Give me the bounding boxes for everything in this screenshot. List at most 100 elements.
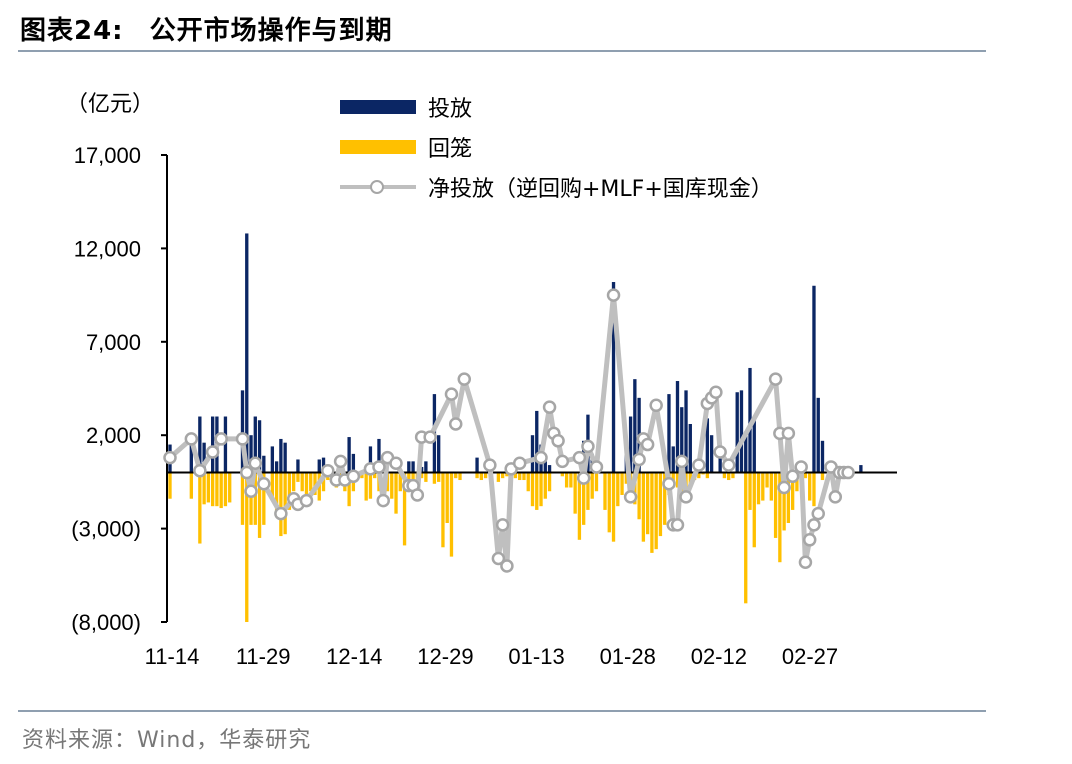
x-tick-label: 12-29: [417, 644, 473, 669]
bar-withdrawal: [769, 472, 773, 501]
bar-withdrawal: [773, 472, 778, 538]
bar-injection: [223, 416, 228, 473]
x-tick-label: 12-14: [326, 644, 382, 669]
bar-withdrawal: [368, 472, 373, 499]
bar-injection: [530, 435, 535, 473]
bar-injection: [210, 416, 215, 473]
bar-injection: [675, 381, 680, 473]
bar-withdrawal: [300, 472, 304, 492]
figure-title: 图表24: 公开市场操作与到期: [20, 10, 393, 47]
net-point: [555, 454, 570, 469]
bar-withdrawal: [441, 472, 445, 548]
bar-injection: [735, 392, 739, 473]
bar-injection: [812, 285, 816, 473]
bar-injection: [628, 416, 633, 473]
bar-injection: [257, 420, 262, 473]
bar-withdrawal: [228, 472, 232, 503]
bar-withdrawal: [530, 472, 535, 507]
x-tick-label: 11-14: [145, 644, 200, 669]
bar-withdrawal: [274, 472, 279, 514]
bar-injection: [245, 233, 249, 473]
y-axis-unit: （亿元）: [66, 92, 155, 117]
bar-withdrawal: [569, 472, 573, 488]
net-point: [623, 490, 638, 504]
bar-withdrawal: [402, 472, 407, 546]
legend-item-net: 净投放（逆回购+MLF+国库现金）: [340, 172, 773, 202]
bar-withdrawal: [279, 472, 283, 537]
bar-withdrawal: [820, 472, 825, 481]
bar-injection: [202, 442, 206, 473]
bar-injection: [705, 418, 710, 473]
bar-injection: [744, 431, 748, 473]
bar-withdrawal: [765, 472, 769, 488]
bar-injection: [347, 437, 351, 473]
bar-injection: [437, 435, 441, 473]
net-point: [444, 387, 459, 401]
bar-withdrawal: [778, 472, 782, 563]
bar-injection: [684, 390, 688, 473]
bar-withdrawal: [253, 472, 257, 525]
bar-withdrawal: [292, 472, 296, 492]
bar-withdrawal: [283, 472, 287, 535]
bar-injection: [262, 455, 266, 473]
net-point: [495, 518, 510, 532]
bar-withdrawal: [249, 472, 253, 525]
bar-withdrawal: [756, 472, 761, 505]
y-tick-label: (3,000): [71, 517, 141, 542]
legend-item-injection: 投放: [340, 92, 472, 122]
x-tick-label: 01-13: [508, 644, 564, 669]
bar-withdrawal: [795, 472, 799, 492]
bar-injection: [633, 379, 637, 473]
bar-injection: [407, 461, 411, 473]
bar-withdrawal: [786, 472, 791, 523]
bar-injection: [317, 459, 321, 473]
bar-withdrawal: [705, 472, 710, 479]
bar-withdrawal: [650, 472, 654, 553]
bar-injection: [296, 459, 300, 473]
bar-withdrawal: [641, 472, 646, 542]
bar-withdrawal: [790, 472, 795, 510]
net-point: [491, 551, 506, 566]
bar-withdrawal: [475, 472, 479, 479]
net-point: [777, 480, 791, 495]
bar-withdrawal: [424, 472, 428, 482]
bar-withdrawal: [547, 472, 552, 492]
bar-withdrawal: [624, 472, 628, 484]
net-point: [811, 506, 825, 521]
bar-withdrawal: [360, 472, 364, 479]
net-point: [321, 463, 335, 478]
bar-withdrawal: [257, 472, 262, 538]
bar-withdrawal: [535, 472, 539, 510]
bar-withdrawal: [505, 472, 509, 477]
net-point: [410, 488, 425, 502]
bar-injection: [816, 397, 820, 473]
bar-withdrawal: [313, 472, 317, 495]
bar-injection: [279, 438, 283, 473]
legend-swatch-withdrawal: [340, 140, 416, 154]
x-tick-label: 01-28: [600, 644, 656, 669]
net-point: [713, 445, 727, 459]
y-tick-label: 7,000: [86, 330, 141, 355]
bar-withdrawal: [390, 472, 394, 499]
net-point: [205, 445, 220, 459]
net-point: [448, 417, 463, 431]
bar-injection: [411, 461, 415, 473]
bar-withdrawal: [782, 472, 786, 531]
net-point: [692, 458, 706, 472]
net-point: [649, 398, 663, 413]
bar-injection: [547, 465, 552, 473]
bar-withdrawal: [398, 472, 402, 492]
bar-withdrawal: [309, 472, 313, 492]
net-point: [785, 469, 800, 484]
bar-withdrawal: [744, 472, 748, 604]
bar-withdrawal: [223, 472, 228, 507]
net-point: [828, 490, 843, 504]
figure-title-text: 公开市场操作与到期: [149, 16, 393, 46]
bar-withdrawal: [202, 472, 206, 505]
net-point: [299, 493, 314, 508]
legend-item-withdrawal: 回笼: [340, 132, 472, 162]
legend-label-net: 净投放（逆回购+MLF+国库现金）: [428, 177, 773, 202]
bar-withdrawal: [526, 472, 530, 492]
bar-injection: [368, 446, 373, 473]
